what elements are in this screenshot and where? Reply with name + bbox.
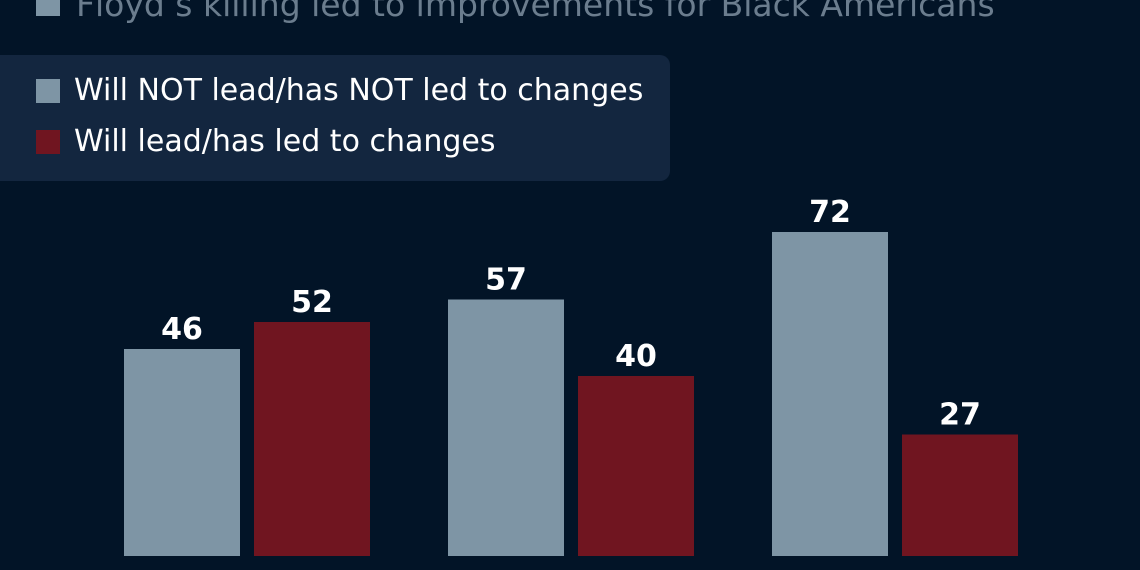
legend-item-lead: Will lead/has led to changes: [36, 124, 496, 159]
data-label-not-lead-group-3: 72: [809, 195, 851, 230]
chart-subtitle: Floyd’s killing led to improvements for …: [36, 0, 995, 26]
bar-lead-group-3: [902, 434, 1018, 556]
data-label-not-lead-group-1: 46: [161, 312, 203, 347]
data-label-lead-group-3: 27: [939, 398, 981, 433]
data-label-lead-group-2: 40: [615, 339, 657, 374]
subtitle-text: Floyd’s killing led to improvements for …: [76, 0, 995, 24]
data-label-lead-group-1: 52: [291, 285, 333, 320]
bar-lead-group-2: [578, 376, 694, 556]
bar-lead-group-1: [254, 322, 370, 556]
subtitle-legend-swatch: [36, 0, 60, 16]
legend-swatch-not-lead: [36, 78, 60, 103]
legend-item-not-lead: Will NOT lead/has NOT led to changes: [36, 73, 643, 108]
bar-not-lead-group-1: [124, 349, 240, 556]
data-label-not-lead-group-2: 57: [485, 263, 527, 298]
legend: Will NOT lead/has NOT led to changes Wil…: [0, 55, 670, 181]
legend-swatch-lead: [36, 129, 60, 154]
legend-label-not-lead: Will NOT lead/has NOT led to changes: [74, 73, 644, 108]
bar-not-lead-group-2: [448, 299, 564, 556]
legend-label-lead: Will lead/has led to changes: [74, 124, 496, 159]
bar-not-lead-group-3: [772, 232, 888, 556]
